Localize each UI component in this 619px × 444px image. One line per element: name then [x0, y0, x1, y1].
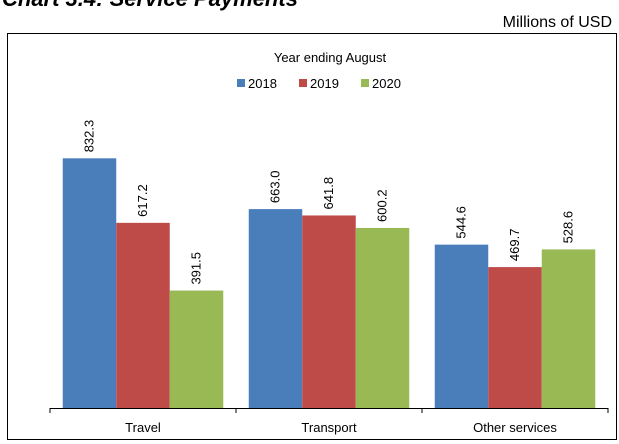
bar: [62, 158, 117, 408]
bar: [355, 227, 410, 408]
chart-frame: [7, 33, 617, 440]
value-label: 544.6: [454, 206, 469, 239]
value-label: 663.0: [268, 171, 283, 204]
bar: [248, 209, 303, 408]
legend-swatch: [237, 79, 245, 87]
x-tick-label: Transport: [301, 420, 357, 435]
bar: [169, 290, 224, 408]
x-tick-label: Other services: [473, 420, 557, 435]
value-label: 617.2: [135, 184, 150, 217]
bar: [434, 244, 489, 408]
legend-label: 2020: [372, 76, 401, 91]
legend-swatch: [361, 79, 369, 87]
bar: [541, 249, 596, 408]
value-label: 832.3: [82, 120, 97, 153]
bar: [302, 215, 356, 408]
value-label: 600.2: [375, 189, 390, 222]
legend-label: 2019: [310, 76, 339, 91]
value-label: 528.6: [561, 211, 576, 244]
unit-label: Millions of USD: [503, 14, 612, 31]
value-label: 641.8: [321, 177, 336, 210]
value-label: 469.7: [507, 229, 522, 262]
chart-title: Chart 3.4: Service Payments: [2, 0, 298, 11]
legend-swatch: [299, 79, 307, 87]
bar: [488, 267, 542, 408]
value-label: 391.5: [189, 252, 204, 285]
legend-label: 2018: [248, 76, 277, 91]
bar: [116, 222, 170, 408]
x-tick-label: Travel: [125, 420, 161, 435]
legend-title: Year ending August: [274, 50, 387, 65]
